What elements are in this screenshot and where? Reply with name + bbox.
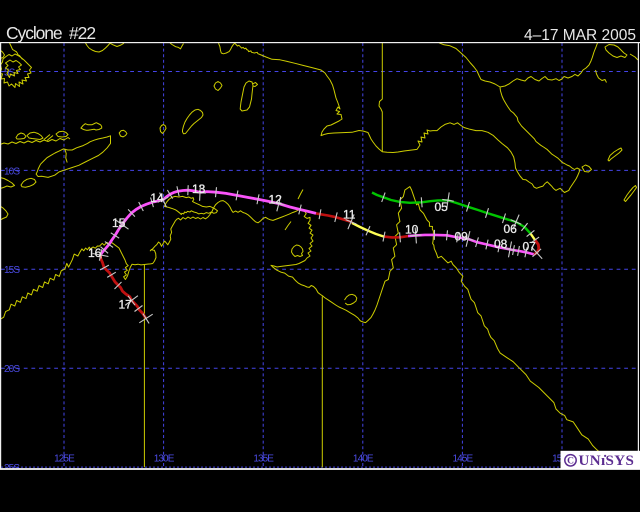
svg-text:140E: 140E — [353, 454, 374, 465]
svg-text:Cyclone #22: Cyclone #22 — [6, 23, 95, 43]
svg-text:05: 05 — [435, 200, 449, 214]
svg-text:17: 17 — [119, 298, 133, 312]
svg-text:130E: 130E — [154, 454, 175, 465]
svg-text:08: 08 — [494, 237, 508, 251]
svg-text:15S: 15S — [4, 265, 20, 276]
svg-text:12: 12 — [269, 193, 283, 207]
svg-text:10S: 10S — [4, 166, 20, 177]
svg-text:145E: 145E — [453, 454, 474, 465]
svg-text:4–17 MAR 2005: 4–17 MAR 2005 — [524, 27, 636, 44]
svg-text:15: 15 — [112, 216, 126, 230]
svg-text:20S: 20S — [4, 364, 20, 375]
svg-text:135E: 135E — [253, 454, 274, 465]
svg-text:09: 09 — [455, 230, 469, 244]
svg-text:13: 13 — [192, 182, 206, 196]
svg-text:25S: 25S — [4, 463, 20, 474]
svg-text:11: 11 — [343, 208, 356, 222]
svg-text:16: 16 — [88, 246, 102, 260]
svg-text:C: C — [567, 457, 574, 467]
svg-text:10: 10 — [405, 223, 419, 237]
svg-text:UNı̇SYS: UNı̇SYS — [579, 453, 635, 469]
svg-text:5S: 5S — [4, 67, 16, 78]
svg-text:06: 06 — [504, 222, 518, 236]
svg-text:07: 07 — [523, 240, 537, 254]
svg-text:14: 14 — [150, 191, 164, 205]
svg-text:125E: 125E — [54, 454, 75, 465]
